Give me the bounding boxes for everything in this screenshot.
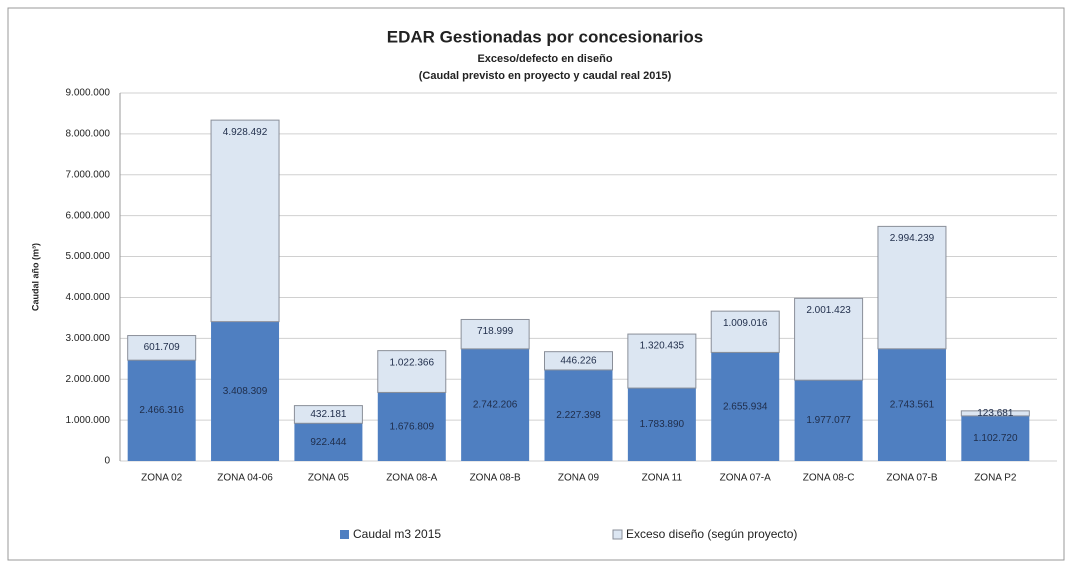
data-label: 1.320.435 xyxy=(640,341,685,352)
x-tick-label: ZONA 04-06 xyxy=(217,473,273,484)
bar-segment xyxy=(627,388,696,461)
data-label: 1.783.890 xyxy=(640,419,685,430)
bar-segment xyxy=(544,369,613,461)
x-tick-label: ZONA 07-B xyxy=(886,473,937,484)
y-tick-label: 7.000.000 xyxy=(66,169,111,180)
legend-swatch xyxy=(612,529,623,540)
bar-segment xyxy=(377,350,447,393)
data-label: 2.227.398 xyxy=(556,410,601,421)
chart-subtitle: (Caudal previsto en proyecto y caudal re… xyxy=(419,70,672,82)
chart-subtitle: Exceso/defecto en diseño xyxy=(477,53,612,65)
bar-segment xyxy=(294,423,363,461)
bar-segment xyxy=(960,410,1030,417)
x-tick-label: ZONA 07-A xyxy=(720,473,771,484)
data-label: 1.009.016 xyxy=(723,318,768,329)
data-label: 432.181 xyxy=(310,409,347,420)
y-tick-label: 4.000.000 xyxy=(66,292,111,303)
y-tick-label: 3.000.000 xyxy=(66,333,111,344)
legend-label: Caudal m3 2015 xyxy=(353,527,441,541)
data-label: 2.743.561 xyxy=(890,400,935,411)
y-tick-label: 6.000.000 xyxy=(66,210,111,221)
y-axis-label: Caudal año (m³) xyxy=(30,243,40,311)
data-label: 3.408.309 xyxy=(223,386,268,397)
y-tick-label: 0 xyxy=(104,456,110,467)
x-tick-label: ZONA 08-C xyxy=(803,473,855,484)
data-label: 1.977.077 xyxy=(806,415,851,426)
data-label: 2.466.316 xyxy=(139,405,184,416)
data-label: 2.742.206 xyxy=(473,400,518,411)
y-tick-label: 2.000.000 xyxy=(66,374,111,385)
data-label: 1.022.366 xyxy=(390,357,435,368)
data-label: 446.226 xyxy=(560,355,597,366)
data-label: 123.681 xyxy=(977,408,1014,419)
y-tick-label: 9.000.000 xyxy=(66,88,111,99)
x-tick-label: ZONA 05 xyxy=(308,473,350,484)
data-label: 922.444 xyxy=(310,437,347,448)
bar-segment xyxy=(794,380,863,461)
bar-segment xyxy=(210,119,280,323)
x-tick-label: ZONA 11 xyxy=(642,473,683,484)
y-tick-label: 8.000.000 xyxy=(66,129,111,140)
bar-segment xyxy=(460,318,530,350)
data-label: 1.676.809 xyxy=(390,421,435,432)
data-label: 2.655.934 xyxy=(723,401,768,412)
bar-segment xyxy=(961,415,1030,461)
x-tick-label: ZONA 08-B xyxy=(470,473,521,484)
x-tick-label: ZONA 09 xyxy=(558,473,600,484)
bar-segment xyxy=(877,348,946,461)
bar-segment xyxy=(877,225,947,350)
bar-segment xyxy=(544,351,613,371)
bar-segment xyxy=(710,310,780,353)
bar-segment xyxy=(711,352,780,461)
data-label: 2.001.423 xyxy=(806,305,851,316)
x-tick-label: ZONA 02 xyxy=(141,473,183,484)
y-tick-label: 1.000.000 xyxy=(66,415,111,426)
chart-title: EDAR Gestionadas por concesionarios xyxy=(387,27,703,46)
data-label: 601.709 xyxy=(144,342,181,353)
y-tick-label: 5.000.000 xyxy=(66,251,111,262)
bar-segment xyxy=(461,348,530,461)
bar-segment xyxy=(211,321,280,461)
legend-label: Exceso diseño (según proyecto) xyxy=(626,527,797,541)
data-label: 2.994.239 xyxy=(890,233,935,244)
data-label: 1.102.720 xyxy=(973,433,1018,444)
x-tick-label: ZONA 08-A xyxy=(386,473,437,484)
legend-swatch xyxy=(340,530,349,539)
bar-segment xyxy=(794,297,864,381)
bar-segment xyxy=(627,333,697,389)
bar-segment xyxy=(377,392,446,461)
data-label: 4.928.492 xyxy=(223,127,268,138)
bar-segment xyxy=(127,335,197,361)
data-label: 718.999 xyxy=(477,326,514,337)
bar-segment xyxy=(127,360,196,461)
bar-segment xyxy=(293,405,363,424)
x-tick-label: ZONA P2 xyxy=(974,473,1017,484)
